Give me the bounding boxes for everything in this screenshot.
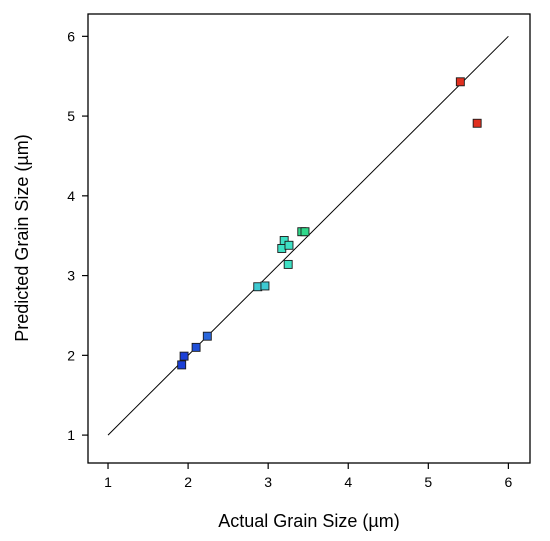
data-points: [177, 77, 482, 370]
data-point: [191, 342, 201, 352]
y-axis-title: Predicted Grain Size (µm): [12, 134, 32, 341]
x-tick-label: 2: [184, 474, 192, 490]
y-tick-label: 2: [67, 347, 75, 363]
data-point: [177, 360, 187, 370]
axis-ticks: 1 2 3 4 5 6 1 2 3 4 5 6: [67, 28, 512, 490]
data-point: [279, 236, 289, 245]
x-axis-title: Actual Grain Size (µm): [218, 511, 399, 531]
x-tick-label: 6: [504, 474, 512, 490]
y-tick-label: 1: [67, 427, 75, 443]
data-point: [283, 259, 293, 269]
data-point: [284, 240, 294, 250]
x-tick-label: 1: [104, 474, 112, 490]
data-point: [202, 331, 212, 341]
y-tick-label: 5: [67, 108, 75, 124]
data-point: [455, 77, 465, 87]
y-tick-label: 4: [67, 188, 75, 204]
plot-frame: [87, 13, 531, 464]
x-tick-label: 3: [264, 474, 272, 490]
data-point: [300, 227, 310, 237]
y-tick-label: 6: [67, 28, 75, 44]
data-point: [260, 281, 270, 291]
data-point: [472, 118, 482, 128]
x-tick-label: 4: [344, 474, 352, 490]
x-tick-label: 5: [424, 474, 432, 490]
data-point: [179, 351, 189, 361]
y-tick-label: 3: [67, 268, 75, 284]
